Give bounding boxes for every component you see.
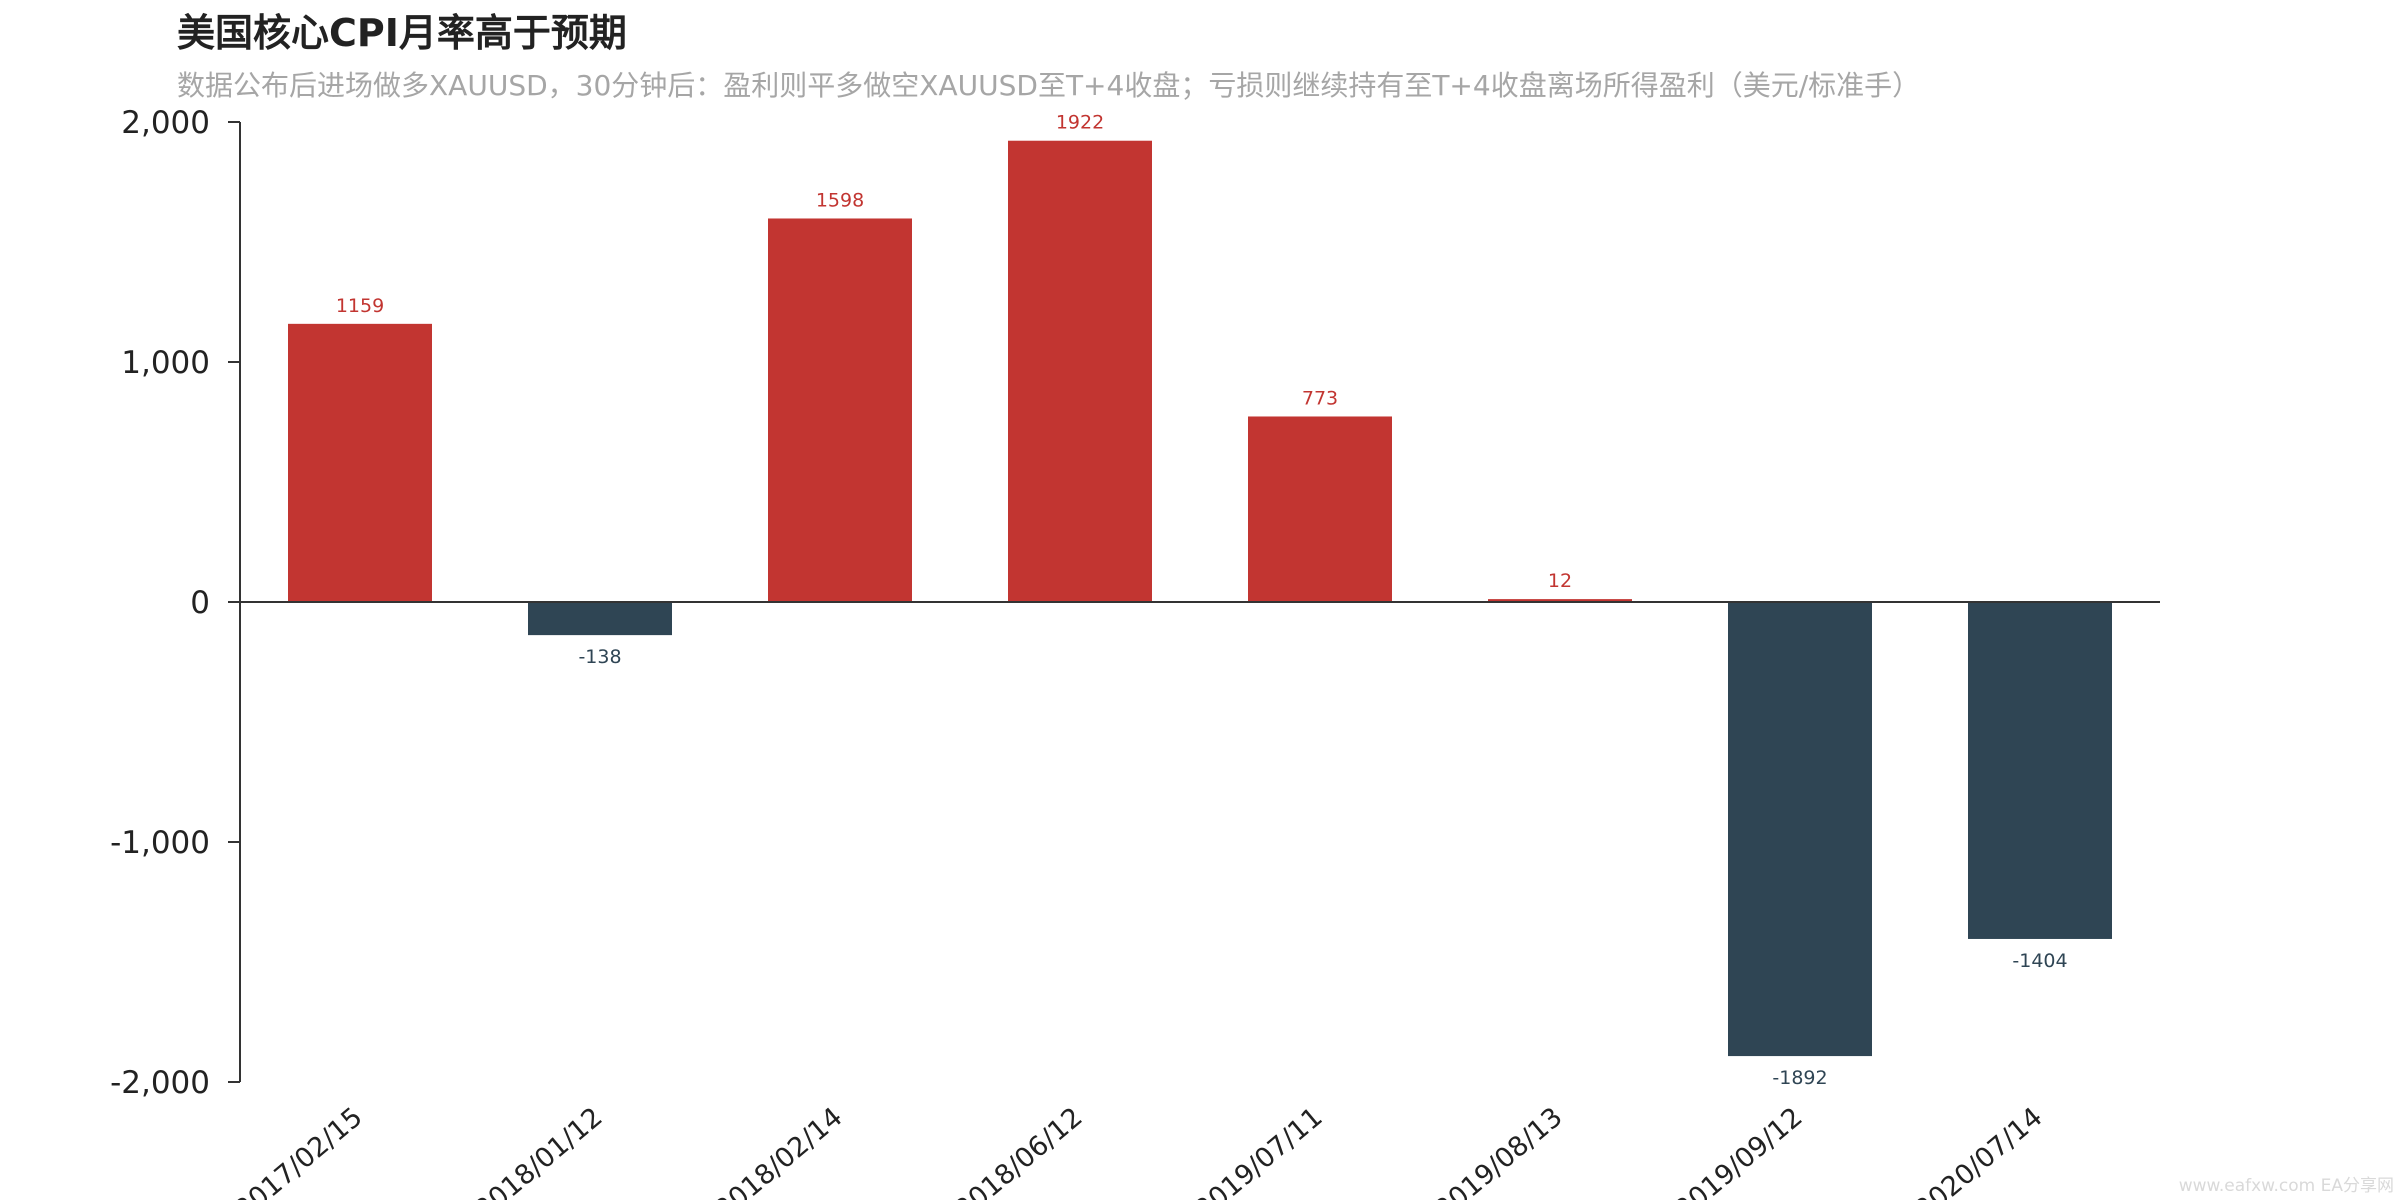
bars: 1159 -138 1598 1922 773 12 -1892 -1404 xyxy=(288,112,2112,1089)
bar xyxy=(768,218,912,603)
data-label: -138 xyxy=(578,646,621,668)
watermark: www.eafxw.com EA分享网 xyxy=(2178,1176,2394,1196)
data-label: -1404 xyxy=(2012,950,2067,972)
x-tick-label: 2019/07/11 xyxy=(1189,1102,1328,1200)
x-tick-label: 2018/02/14 xyxy=(709,1102,848,1200)
bar xyxy=(288,323,432,602)
bar xyxy=(1728,602,1872,1057)
y-tick-label: -1,000 xyxy=(110,825,210,861)
x-tick-label: 2017/02/15 xyxy=(229,1102,368,1200)
chart-subtitle: 数据公布后进场做多XAUUSD，30分钟后：盈利则平多做空XAUUSD至T+4收… xyxy=(177,69,1921,102)
bar xyxy=(1488,599,1632,602)
bar xyxy=(1008,140,1152,602)
y-tick-label: 0 xyxy=(190,585,210,621)
x-tick-label: 2019/09/12 xyxy=(1669,1102,1808,1200)
y-tick-label: -2,000 xyxy=(110,1065,210,1101)
bar xyxy=(1968,602,2112,939)
y-tick-label: 2,000 xyxy=(121,105,210,141)
data-label: -1892 xyxy=(1772,1067,1827,1089)
x-tick-label: 2018/06/12 xyxy=(949,1102,1088,1200)
x-tick-label: 2018/01/12 xyxy=(469,1102,608,1200)
data-label: 1598 xyxy=(816,189,864,211)
bar xyxy=(528,602,672,636)
y-axis: 2,000 1,000 0 -1,000 -2,000 xyxy=(110,105,241,1101)
y-tick-label: 1,000 xyxy=(121,345,210,381)
data-label: 1922 xyxy=(1056,112,1104,134)
bar xyxy=(1248,416,1392,602)
data-label: 12 xyxy=(1548,570,1572,592)
x-tick-label: 2019/08/13 xyxy=(1429,1102,1568,1200)
data-label: 1159 xyxy=(336,295,384,317)
data-label: 773 xyxy=(1302,387,1338,409)
x-tick-label: 2020/07/14 xyxy=(1909,1102,2048,1200)
chart-title: 美国核心CPI月率高于预期 xyxy=(177,11,627,55)
